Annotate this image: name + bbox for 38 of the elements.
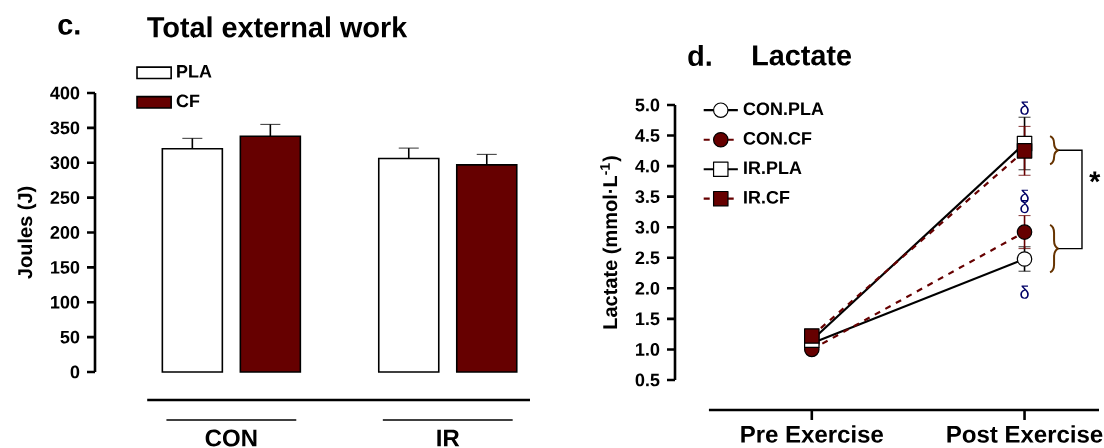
legend-label: IR.CF xyxy=(744,190,790,204)
annotation: δ xyxy=(1020,101,1029,115)
y-tick-label: 150 xyxy=(51,260,80,274)
legend-label: CON.CF xyxy=(743,131,812,145)
chart-title: Total external work xyxy=(147,16,408,38)
y-tick-label: 200 xyxy=(50,226,80,239)
y-tick-label: 5.0 xyxy=(635,98,660,112)
x-tick-label: IR xyxy=(437,429,460,447)
legend-label: IR.PLA xyxy=(744,161,802,174)
y-tick-label: 50 xyxy=(60,330,80,344)
chart-title: Lactate xyxy=(753,45,852,66)
y-tick-label: 2.5 xyxy=(635,251,660,265)
y-tick-label: 250 xyxy=(50,191,80,204)
x-tick-label: Post Exercise xyxy=(947,425,1103,443)
y-axis-title: Lactate (mmol·L$^{-1}$) xyxy=(600,156,622,329)
legend-label: CON.PLA xyxy=(743,102,824,116)
y-axis-title: Joules (J) xyxy=(17,186,37,279)
annotation: δ xyxy=(1020,285,1029,299)
y-tick-label: 4.5 xyxy=(635,129,660,142)
y-tick-label: 4.0 xyxy=(635,159,660,173)
legend-label: PLA xyxy=(177,65,212,78)
y-tick-label: 100 xyxy=(51,295,80,309)
annotation: * xyxy=(1089,171,1101,183)
y-tick-label: 400 xyxy=(50,86,80,100)
y-tick-label: 2.0 xyxy=(635,281,660,295)
legend-label: CF xyxy=(176,94,200,108)
y-tick-label: 3.5 xyxy=(635,190,660,204)
x-tick-label: Pre Exercise xyxy=(741,425,883,443)
y-tick-label: 0 xyxy=(70,365,80,379)
y-tick-label: 3.0 xyxy=(635,220,660,234)
x-tick-label: CON xyxy=(205,429,257,447)
y-tick-label: 1.0 xyxy=(636,343,660,356)
y-tick-label: 300 xyxy=(50,156,80,170)
y-tick-label: 350 xyxy=(50,121,80,135)
y-tick-label: 1.5 xyxy=(636,312,660,326)
text: c. xyxy=(58,18,80,35)
text: d. xyxy=(688,44,711,67)
y-tick-label: 0.5 xyxy=(635,373,660,387)
